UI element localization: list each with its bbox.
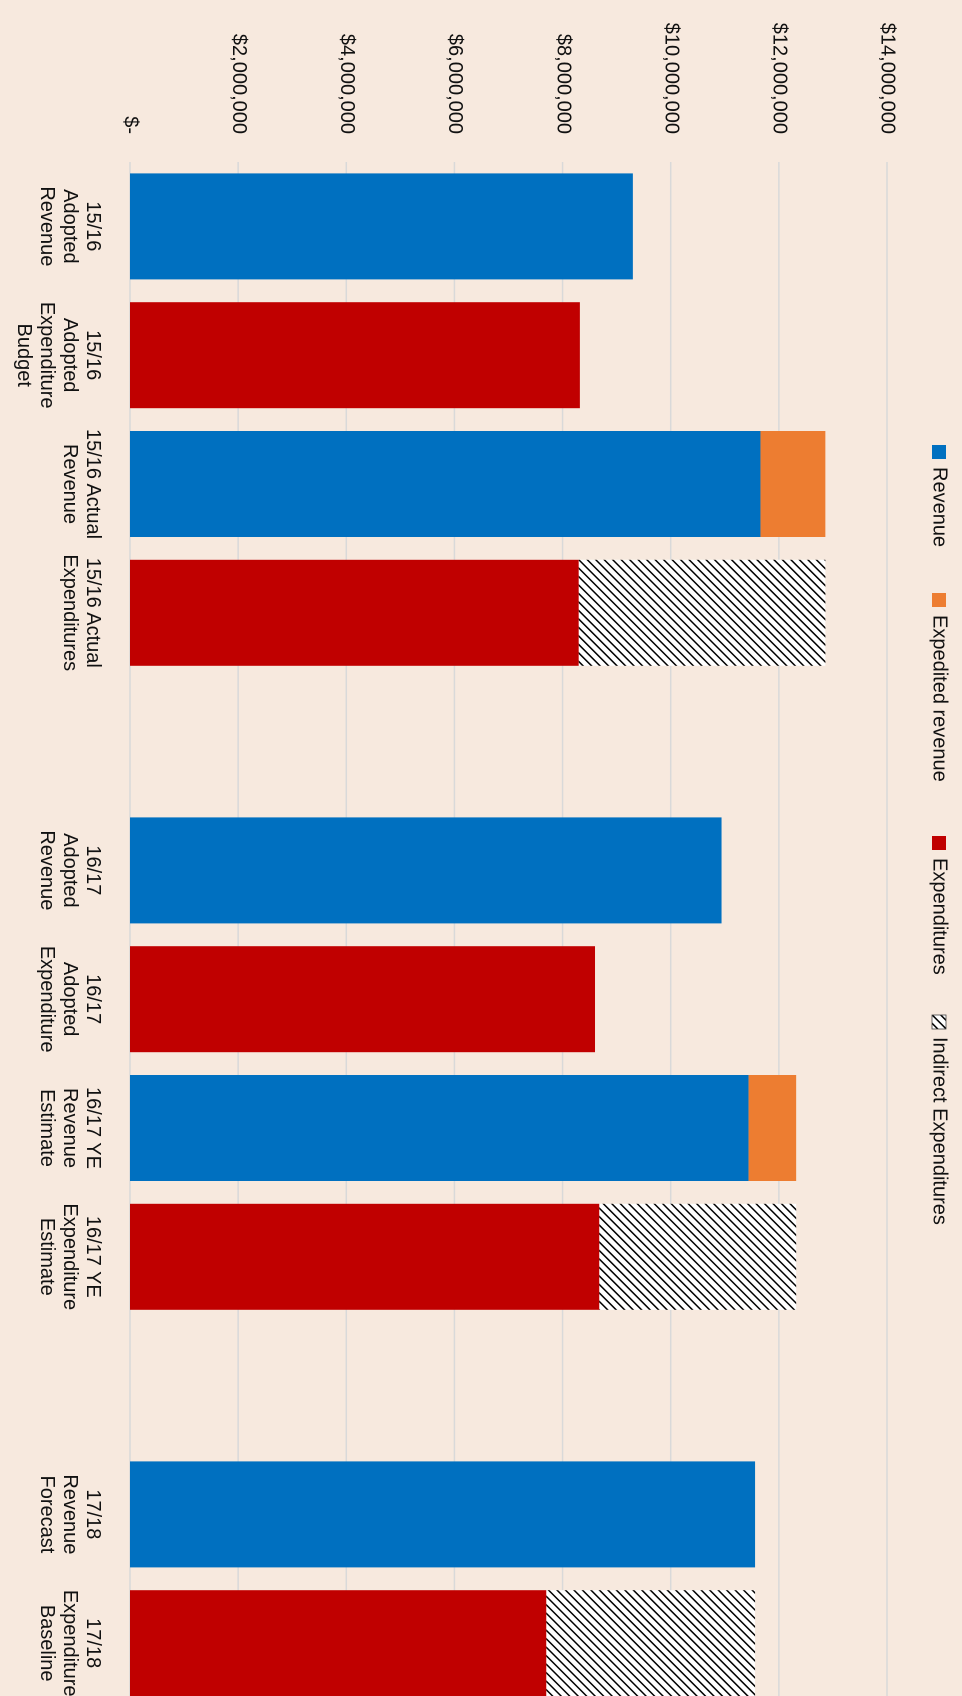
x-tick-label: 15/16 Actual Expenditures — [59, 554, 104, 672]
bar-segment — [760, 431, 826, 537]
y-tick-label: $10,000,000 — [660, 23, 682, 134]
y-tick-label: $2,000,000 — [228, 34, 250, 134]
bar-segment — [130, 173, 633, 280]
bar-segment — [578, 559, 826, 666]
y-tick-label: $- — [120, 116, 142, 134]
bar-segment — [130, 431, 761, 537]
bar-segment — [599, 1203, 797, 1310]
bar-segment — [130, 1075, 749, 1181]
legend-label: Revenue — [929, 467, 951, 547]
x-tick-label: 16/17 Adopted Expenditure — [36, 945, 104, 1053]
x-tick-label: 15/16 Actual Revenue — [59, 428, 104, 540]
bar-segment — [129, 1461, 756, 1568]
bar-segment — [130, 946, 596, 1053]
x-tick-label: 15/16 Adopted Expenditure Budget — [13, 301, 104, 409]
legend-swatch — [931, 1014, 947, 1030]
bar-segment — [130, 559, 579, 666]
legend-swatch — [932, 593, 946, 607]
x-tick-label: 17/18 Revenue Forecast — [36, 1474, 104, 1555]
y-tick-label: $8,000,000 — [552, 34, 574, 134]
bar-segment — [129, 817, 722, 924]
x-tick-label: 15/16 Adopted Revenue — [36, 186, 104, 267]
x-tick-label: 16/17 YE Expenditure Estimate — [36, 1203, 104, 1311]
bar-segment — [130, 302, 580, 409]
x-tick-label: 16/17 Adopted Revenue — [36, 830, 104, 911]
legend-label: Expedited revenue — [929, 615, 951, 782]
bar-segment — [130, 1590, 547, 1696]
x-tick-label: 17/18 Expenditure Baseline — [36, 1589, 104, 1696]
legend-swatch — [932, 836, 946, 850]
y-tick-label: $6,000,000 — [444, 34, 466, 134]
bar-segment — [546, 1590, 756, 1696]
y-tick-label: $4,000,000 — [336, 34, 358, 134]
legend-label: Indirect Expenditures — [929, 1037, 951, 1225]
bar-segment — [130, 1203, 600, 1310]
y-tick-label: $12,000,000 — [769, 23, 791, 134]
y-tick-label: $14,000,000 — [877, 23, 899, 134]
legend-swatch — [932, 445, 946, 459]
legend-label: Expenditures — [929, 858, 951, 975]
bar-segment — [748, 1075, 797, 1181]
x-tick-label: 16/17 YE Revenue Estimate — [36, 1087, 104, 1169]
